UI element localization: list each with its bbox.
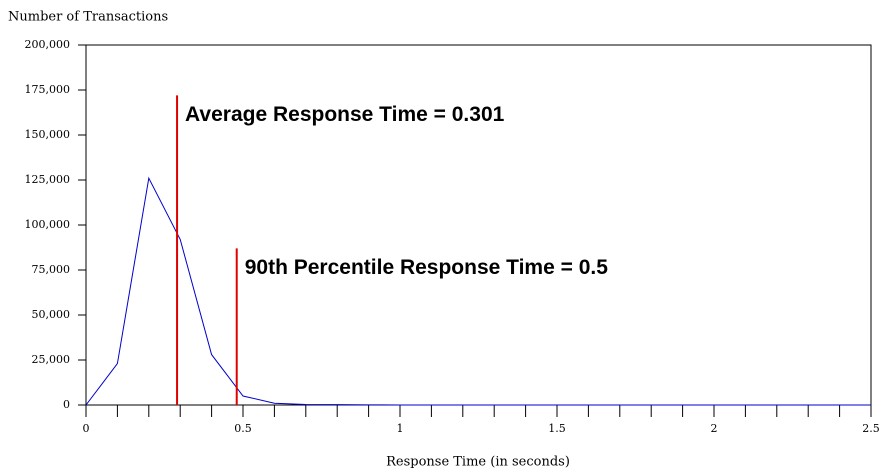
y-tick-label: 200,000: [25, 38, 71, 51]
x-tick-label: 1: [397, 422, 404, 435]
annotation: 90th Percentile Response Time = 0.5: [245, 256, 609, 279]
x-axis-label: Response Time (in seconds): [386, 455, 570, 470]
data-line: [85, 176, 871, 406]
y-tick-label: 50,000: [32, 308, 71, 321]
plot-frame: [85, 44, 872, 406]
x-tick-label: 2: [711, 422, 718, 435]
y-tick-label: 0: [63, 398, 70, 411]
x-tick-label: 0.5: [234, 422, 252, 435]
y-axis-label: Number of Transactions: [8, 10, 168, 25]
y-tick-label: 125,000: [25, 173, 71, 186]
x-tick-label: 1.5: [548, 422, 566, 435]
annotation: Average Response Time = 0.301: [185, 103, 505, 126]
y-tick-label: 100,000: [25, 218, 71, 231]
y-tick-label: 175,000: [25, 83, 71, 96]
x-tick-label: 2.5: [862, 422, 880, 435]
x-tick-label: 0: [83, 422, 90, 435]
y-tick-label: 150,000: [25, 128, 71, 141]
y-tick-label: 75,000: [32, 263, 71, 276]
y-tick-label: 25,000: [32, 353, 71, 366]
